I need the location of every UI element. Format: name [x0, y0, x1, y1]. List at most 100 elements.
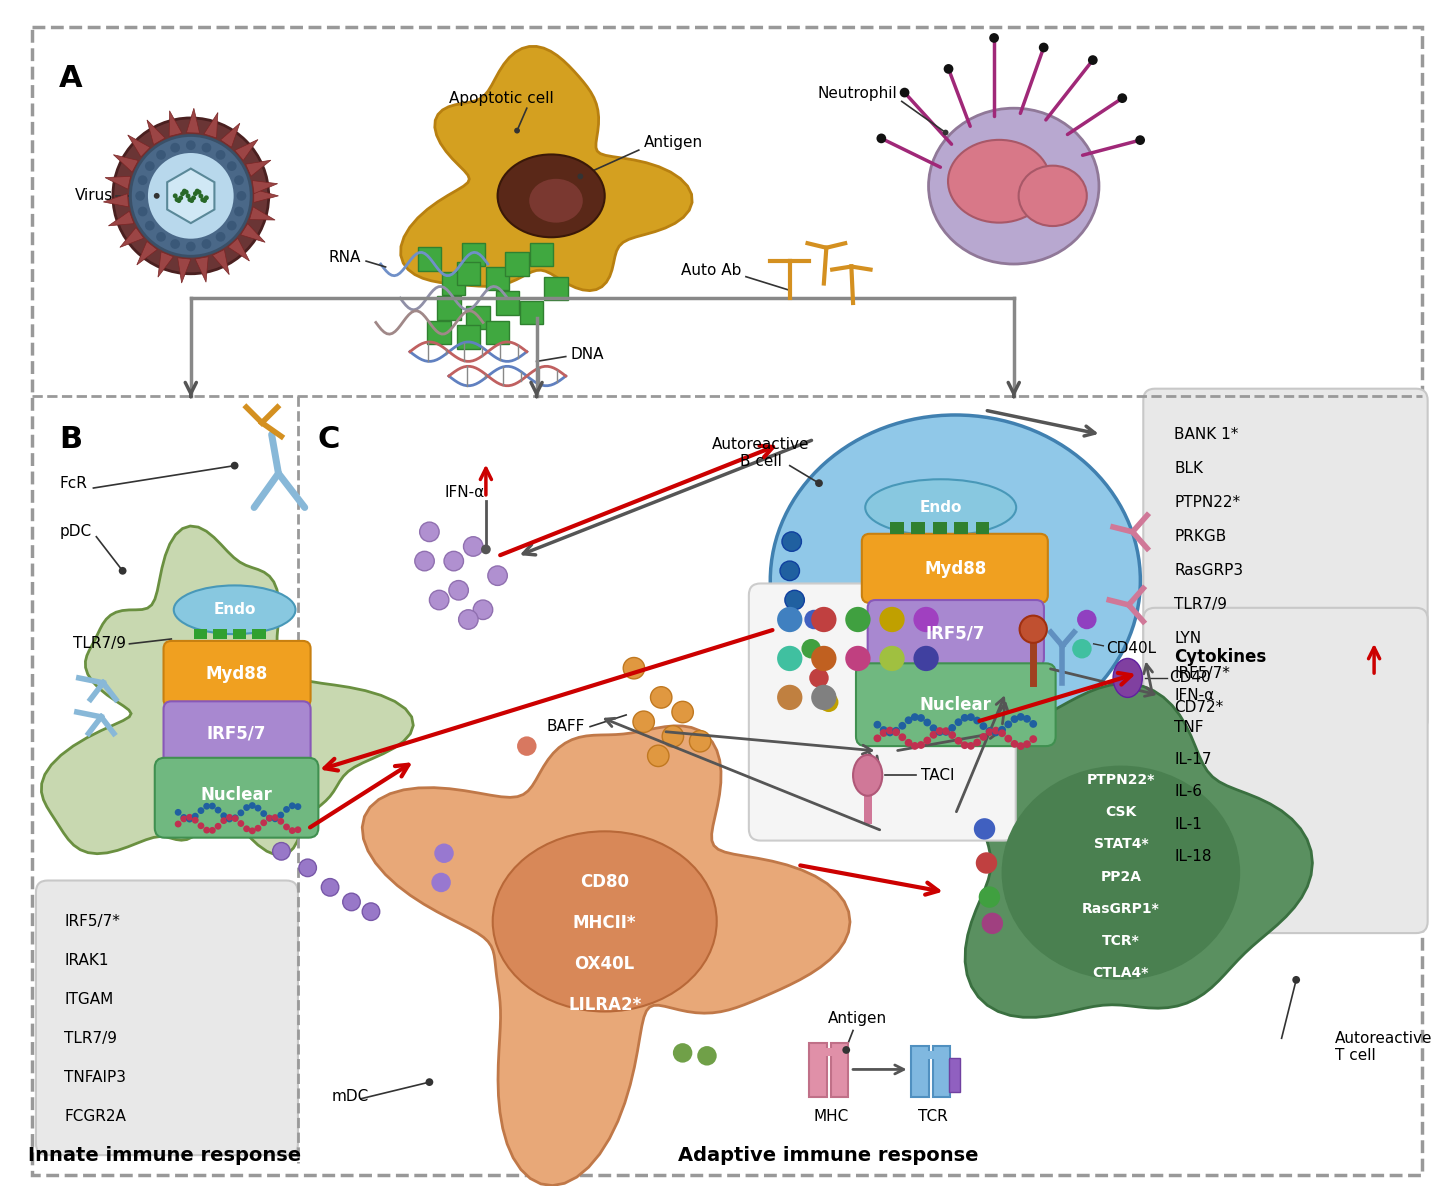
Text: RNA: RNA — [329, 250, 361, 264]
Circle shape — [992, 727, 1000, 734]
FancyBboxPatch shape — [164, 701, 311, 766]
Text: CSK: CSK — [1106, 805, 1136, 820]
Circle shape — [154, 194, 160, 198]
Circle shape — [180, 191, 184, 196]
Circle shape — [180, 815, 187, 822]
Text: IRF5/7: IRF5/7 — [207, 725, 267, 743]
Polygon shape — [167, 168, 215, 224]
Text: IL-17: IL-17 — [1174, 752, 1212, 767]
Circle shape — [200, 197, 205, 202]
Circle shape — [238, 809, 244, 816]
Circle shape — [778, 685, 802, 710]
Text: TACI: TACI — [921, 768, 955, 783]
Polygon shape — [965, 684, 1312, 1017]
Polygon shape — [252, 180, 277, 194]
Circle shape — [985, 727, 994, 734]
Circle shape — [974, 738, 981, 746]
Text: RasGRP1*: RasGRP1* — [1082, 902, 1159, 916]
Circle shape — [917, 714, 924, 722]
Circle shape — [904, 716, 913, 724]
Circle shape — [936, 728, 943, 736]
Circle shape — [966, 713, 975, 721]
Circle shape — [177, 198, 181, 203]
Bar — [486, 267, 509, 291]
Circle shape — [1293, 976, 1300, 983]
Text: TNFAIP3: TNFAIP3 — [64, 1070, 126, 1084]
Text: TLR7/9: TLR7/9 — [73, 636, 126, 651]
Circle shape — [266, 815, 273, 822]
Text: Antigen: Antigen — [644, 135, 702, 150]
Text: BANK 1*: BANK 1* — [1174, 427, 1239, 442]
Polygon shape — [170, 111, 181, 136]
Circle shape — [966, 742, 975, 750]
Text: RasGRP3: RasGRP3 — [1174, 564, 1244, 578]
Polygon shape — [400, 47, 692, 291]
Circle shape — [1029, 736, 1037, 743]
Text: Nuclear: Nuclear — [920, 696, 991, 714]
Circle shape — [876, 133, 887, 143]
Circle shape — [689, 731, 711, 752]
Circle shape — [209, 803, 216, 809]
Circle shape — [818, 692, 839, 712]
Circle shape — [244, 804, 250, 811]
Text: Neutrophil: Neutrophil — [817, 87, 897, 101]
Bar — [863, 795, 872, 825]
Circle shape — [650, 686, 672, 708]
Polygon shape — [250, 207, 276, 220]
Circle shape — [221, 813, 228, 819]
Circle shape — [186, 141, 196, 150]
Circle shape — [203, 827, 210, 833]
Circle shape — [363, 903, 380, 921]
Polygon shape — [241, 224, 266, 243]
Polygon shape — [196, 257, 209, 282]
Text: Nuclear: Nuclear — [200, 786, 273, 804]
Circle shape — [843, 1046, 850, 1054]
Circle shape — [811, 645, 836, 671]
Circle shape — [624, 657, 644, 679]
Circle shape — [974, 716, 981, 725]
Text: FcR: FcR — [59, 476, 87, 490]
Circle shape — [887, 728, 894, 737]
Text: BAFF: BAFF — [547, 719, 585, 734]
Circle shape — [914, 645, 939, 671]
Text: IFN-α: IFN-α — [1174, 688, 1214, 703]
Ellipse shape — [770, 415, 1140, 746]
Circle shape — [979, 722, 987, 730]
FancyBboxPatch shape — [1143, 608, 1428, 933]
Text: LILRA2*: LILRA2* — [569, 996, 641, 1014]
Circle shape — [425, 1078, 434, 1087]
Circle shape — [874, 734, 881, 742]
Polygon shape — [177, 257, 190, 282]
Circle shape — [942, 728, 950, 736]
Bar — [437, 296, 460, 320]
Circle shape — [998, 726, 1006, 733]
Circle shape — [342, 893, 360, 911]
Circle shape — [1011, 740, 1019, 748]
Circle shape — [577, 173, 583, 179]
Polygon shape — [113, 155, 138, 172]
Circle shape — [283, 807, 290, 813]
Ellipse shape — [929, 108, 1098, 264]
FancyBboxPatch shape — [1143, 388, 1428, 732]
Circle shape — [975, 852, 997, 874]
Text: Antigen: Antigen — [829, 1011, 888, 1027]
Polygon shape — [103, 194, 129, 207]
Circle shape — [1135, 136, 1145, 145]
Ellipse shape — [1001, 766, 1241, 980]
Circle shape — [979, 733, 987, 740]
Bar — [933, 522, 946, 534]
Circle shape — [135, 191, 145, 201]
Circle shape — [215, 807, 222, 814]
Polygon shape — [186, 108, 200, 133]
Circle shape — [898, 733, 907, 742]
Circle shape — [514, 127, 519, 133]
Circle shape — [192, 813, 199, 820]
Circle shape — [194, 189, 200, 194]
Text: Adaptive immune response: Adaptive immune response — [679, 1146, 979, 1165]
Text: T cell: T cell — [1335, 1048, 1376, 1064]
Bar — [530, 243, 553, 266]
Circle shape — [271, 815, 279, 822]
Ellipse shape — [530, 179, 583, 222]
Circle shape — [295, 803, 302, 810]
Ellipse shape — [865, 480, 1016, 536]
